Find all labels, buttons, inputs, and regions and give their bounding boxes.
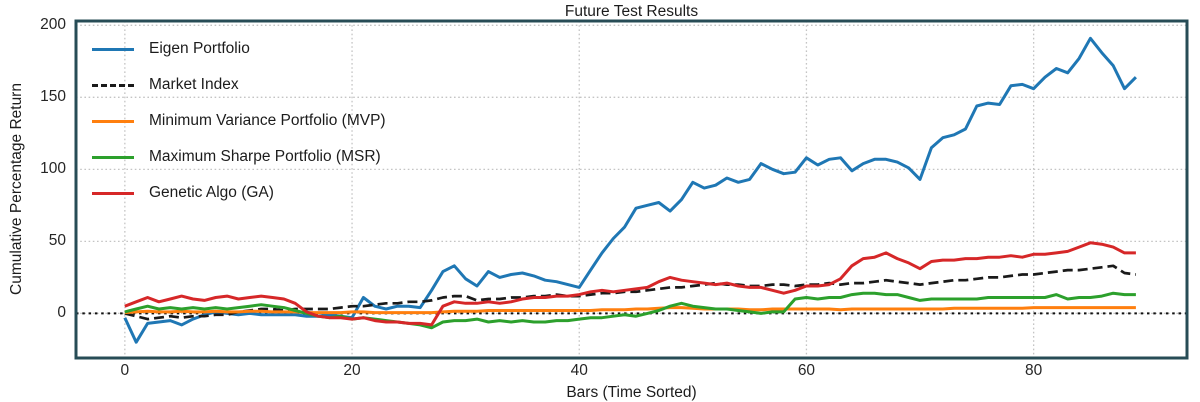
y-axis-label: Cumulative Percentage Return [8, 83, 25, 295]
series-line [124, 241, 1136, 327]
y-tick-label: 50 [48, 232, 66, 250]
legend-item: Minimum Variance Portfolio (MVP) [92, 103, 386, 139]
legend-line-swatch [92, 119, 134, 123]
x-axis-label: Bars (Time Sorted) [566, 384, 697, 401]
series-line [124, 291, 1136, 330]
legend-label: Eigen Portfolio [149, 40, 250, 57]
chart-title: Future Test Results [564, 3, 699, 20]
series-line [124, 306, 1136, 315]
legend-line-swatch [92, 47, 134, 51]
legend: Eigen Portfolio Market Index Minimum Varia… [92, 31, 386, 211]
legend-item: Genetic Algo (GA) [92, 175, 386, 211]
legend-label: Maximum Sharpe Portfolio (MSR) [149, 148, 381, 165]
x-tick-label: 80 [1025, 362, 1043, 379]
legend-item: Eigen Portfolio [92, 31, 386, 67]
y-tick-label: 150 [40, 88, 66, 106]
legend-label: Genetic Algo (GA) [149, 184, 274, 201]
legend-line-swatch [92, 155, 134, 159]
series-line [123, 36, 1137, 344]
x-tick-label: 40 [570, 362, 588, 379]
legend-line-swatch [92, 83, 134, 87]
y-tick-label: 200 [40, 16, 66, 34]
legend-label: Market Index [149, 76, 239, 93]
legend-label: Minimum Variance Portfolio (MVP) [149, 112, 386, 129]
y-tick-label: 0 [57, 304, 66, 322]
legend-item: Maximum Sharpe Portfolio (MSR) [92, 139, 386, 175]
legend-item: Market Index [92, 67, 386, 103]
x-tick-label: 0 [120, 362, 130, 379]
x-tick-label: 60 [797, 362, 816, 379]
x-tick-label: 20 [343, 362, 361, 379]
legend-line-swatch [92, 191, 134, 195]
y-tick-label: 100 [40, 160, 66, 178]
